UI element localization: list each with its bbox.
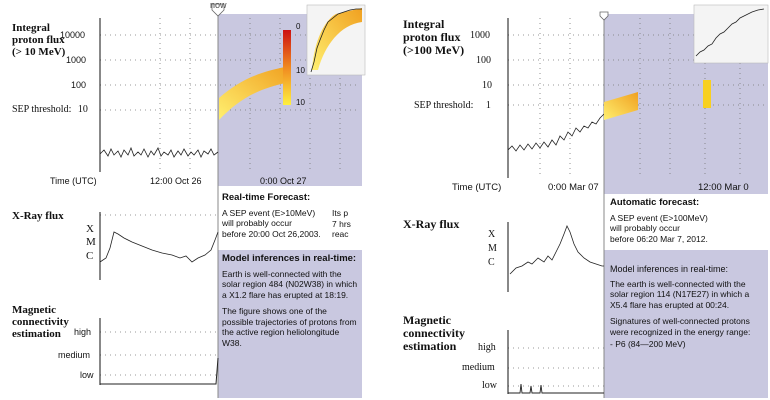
- left-proton-title: Integral proton flux (> 10 MeV): [12, 22, 66, 58]
- left-now-marker: [211, 3, 225, 17]
- right-magnetic-grid: [508, 347, 604, 387]
- right-ytick-1000: 1000: [470, 30, 490, 41]
- left-forecast-box: Real-time Forecast: A SEP event (E>10MeV…: [222, 192, 362, 239]
- left-inferences-p1: Earth is well-connected with the solar r…: [222, 268, 358, 300]
- right-xtick-1: 12:00 Mar 0: [698, 182, 749, 193]
- left-colorbar: [283, 30, 291, 105]
- right-colorbar: [703, 80, 711, 108]
- left-now-label: now: [210, 0, 227, 10]
- right-magnetic-curve: [508, 383, 604, 394]
- right-ytick-100: 100: [476, 55, 491, 66]
- right-proton-title: Integral proton flux (>100 MeV): [403, 17, 465, 57]
- left-inset-curve: [310, 8, 362, 73]
- right-forecast-band: [604, 92, 638, 120]
- left-ytick-10: 10: [77, 104, 88, 115]
- left-xtick-0: 12:00 Oct 26: [150, 176, 202, 186]
- right-forecast-title: Automatic forecast:: [610, 197, 700, 208]
- right-xray-level-x: X: [488, 229, 496, 240]
- right-threshold-value: 1: [485, 100, 491, 111]
- right-mag-level-high: high: [478, 342, 496, 353]
- right-forecast-box: Automatic forecast: A SEP event (E>100Me…: [610, 197, 766, 244]
- right-inferences-p3: - P6 (84—200 MeV): [610, 339, 686, 349]
- left-colorbar-tick-0: 0: [296, 22, 301, 31]
- right-xray-level-c: C: [488, 257, 495, 268]
- right-now-shade-lower: [604, 250, 768, 398]
- left-inferences-box: Model inferences in real-time: Earth is …: [222, 253, 358, 354]
- right-inferences-title: Model inferences in real-time:: [610, 264, 729, 274]
- left-figure: [99, 3, 366, 398]
- left-proton-curve: [99, 146, 219, 158]
- left-xray-curve: [99, 231, 219, 263]
- left-forecast-title: Real-time Forecast:: [222, 192, 311, 203]
- right-time-label: Time (UTC): [452, 182, 502, 193]
- right-xray-curve: [509, 225, 604, 275]
- left-xray-level-m: M: [86, 236, 96, 248]
- right-mag-level-medium: medium: [462, 362, 495, 373]
- left-forecast-overflow: Its p 7 hrs reac: [332, 208, 351, 239]
- left-mag-level-medium: medium: [58, 350, 91, 360]
- right-now-marker: [599, 11, 609, 21]
- left-colorbar-tick-1: 10: [296, 66, 305, 75]
- right-inset-curve: [695, 8, 765, 57]
- left-magnetic-grid: [100, 331, 218, 376]
- left-ytick-1000: 1000: [66, 55, 87, 65]
- right-xtick-0: 0:00 Mar 07: [548, 182, 599, 193]
- right-xray-title: X-Ray flux: [403, 217, 460, 231]
- right-inset: [693, 4, 769, 64]
- left-now-shade-lower: [218, 250, 362, 398]
- left-time-label: Time (UTC): [50, 176, 97, 186]
- right-inferences-p1: The earth is well-connected with the sol…: [610, 278, 750, 310]
- left-xtick-1: 0:00 Oct 27: [260, 176, 307, 186]
- left-colorbar-tick-2: 10: [296, 98, 305, 107]
- left-mag-level-high: high: [74, 327, 92, 337]
- left-ytick-100: 100: [71, 80, 87, 90]
- right-xray-level-m: M: [488, 243, 497, 254]
- right-inferences-p2: Signatures of well-connected protons wer…: [610, 316, 751, 337]
- right-ytick-10: 10: [482, 80, 492, 91]
- right-mag-level-low: low: [482, 380, 497, 391]
- left-magnetic-curve: [100, 357, 219, 385]
- left-magnetic-title: Magnetic connectivity estimation: [12, 304, 69, 340]
- left-inset-band: [312, 8, 362, 70]
- left-inferences-title: Model inferences in real-time:: [222, 253, 357, 264]
- right-proton-curve: [507, 113, 605, 152]
- left-mag-level-low: low: [80, 370, 94, 380]
- right-inferences-box: Model inferences in real-time: The earth…: [610, 264, 760, 356]
- right-threshold-label: SEP threshold:: [414, 100, 474, 111]
- left-xray-level-x: X: [86, 223, 94, 235]
- left-xray-title: X-Ray flux: [12, 210, 64, 222]
- left-ytick-10000: 10000: [60, 30, 86, 40]
- right-magnetic-title: Magnetic connectivity estimation: [403, 313, 465, 353]
- left-forecast-band: [219, 66, 290, 120]
- left-inferences-p2: The figure shows one of the possible tra…: [222, 306, 357, 348]
- right-figure: [507, 4, 769, 398]
- left-threshold-label: SEP threshold:: [12, 104, 72, 115]
- left-xray-level-c: C: [86, 250, 94, 262]
